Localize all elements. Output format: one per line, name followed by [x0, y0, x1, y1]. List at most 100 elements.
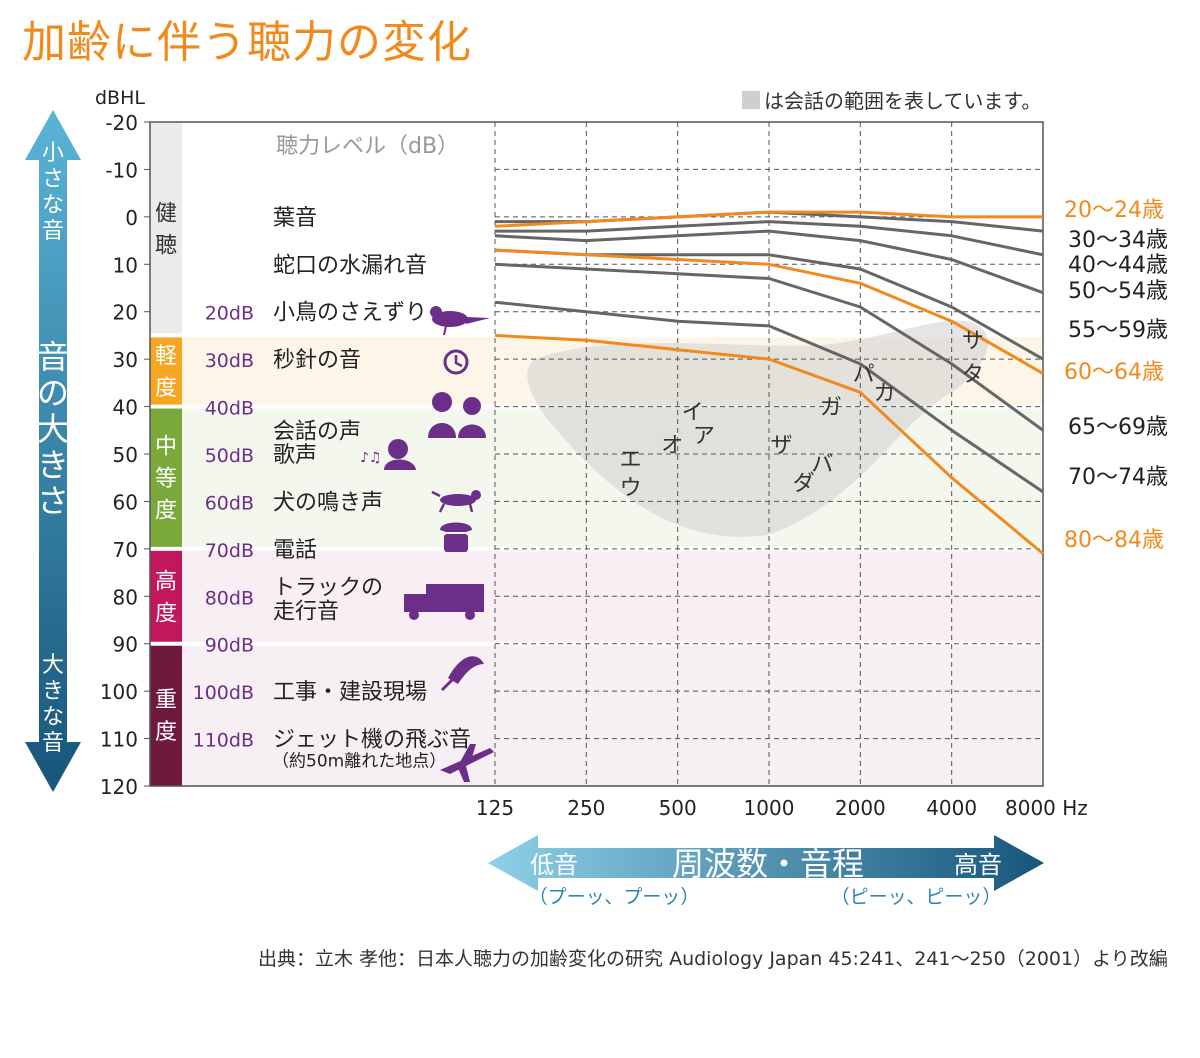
- category-bar: [150, 548, 182, 644]
- category-label: 健: [155, 202, 177, 227]
- drill-icon: [440, 656, 484, 692]
- source-citation: 出典：立木 孝他：日本人聴力の加齢変化の研究 Audiology Japan 4…: [258, 948, 1168, 970]
- series-line: [495, 220, 1044, 257]
- speech-range-note: は会話の範囲を表しています。: [764, 89, 1041, 113]
- category-label: 度: [155, 376, 177, 401]
- category-bar: [150, 643, 182, 786]
- arrow-label-loud: な: [42, 705, 64, 730]
- example-label: （約50m離れた地点）: [272, 751, 446, 771]
- example-label: 走行音: [273, 599, 339, 624]
- arrow-sub-low: （プーッ、プーッ）: [529, 886, 700, 908]
- example-label: 小鳥のさえずり: [273, 301, 427, 326]
- series-line: [494, 300, 1044, 494]
- category-label: 重: [155, 688, 177, 713]
- phoneme-label: ア: [693, 424, 715, 449]
- series-label: 55〜59歳: [1068, 318, 1168, 343]
- example-label: 会話の声: [273, 419, 361, 444]
- x-tick-label: 1000: [744, 796, 795, 820]
- arrow-label-loud: き: [42, 679, 64, 704]
- y-tick-label: 40: [113, 396, 138, 420]
- music-note-icon: ♪♫: [360, 450, 382, 466]
- category-bar: [150, 122, 182, 336]
- arrow-label-quiet: 音: [42, 219, 64, 244]
- db-label: 20dB: [205, 303, 254, 325]
- category-bar: [150, 335, 182, 407]
- bird-icon: [430, 306, 490, 336]
- series-label: 40〜44歳: [1068, 253, 1168, 278]
- y-tick-label: 80: [113, 585, 138, 609]
- series-label: 30〜34歳: [1068, 228, 1168, 253]
- arrow-label-loud: 音: [42, 731, 64, 756]
- arrow-label-low: 低音: [530, 851, 578, 879]
- y-tick-label: -20: [105, 111, 138, 135]
- y-tick-label: 60: [113, 490, 138, 514]
- series-line: [494, 248, 1044, 375]
- y-axis-unit: dBHL: [95, 87, 145, 109]
- example-label: 電話: [273, 538, 317, 563]
- db-label: 70dB: [205, 540, 254, 562]
- y-tick-label: 10: [113, 253, 138, 277]
- arrow-label-volume: の: [37, 374, 69, 412]
- x-tick-label: 8000 Hz: [1005, 796, 1088, 820]
- chart-title: 加齢に伴う聴力の変化: [22, 17, 472, 68]
- y-tick-label: 0: [125, 206, 138, 230]
- airplane-icon: [440, 744, 494, 782]
- example-label: 歌声: [273, 443, 317, 468]
- series-line: [494, 210, 1043, 228]
- db-label: 90dB: [205, 635, 254, 657]
- phoneme-label: イ: [682, 400, 704, 425]
- phoneme-label: ウ: [620, 476, 642, 501]
- band-bg: [182, 643, 1043, 786]
- axis-note: 聴力レベル（dB）: [276, 134, 459, 159]
- category-label: 度: [155, 601, 177, 626]
- series-label: 80〜84歳: [1064, 528, 1164, 553]
- singer-icon: ♪♫: [360, 439, 416, 470]
- db-label: 110dB: [193, 730, 254, 752]
- x-tick-label: 4000: [926, 796, 977, 820]
- arrow-label-volume: さ: [37, 482, 69, 520]
- series-label: 65〜69歳: [1068, 415, 1168, 440]
- arrow-label-quiet: さ: [42, 167, 64, 192]
- phoneme-label: ガ: [820, 396, 842, 421]
- phoneme-label: パ: [853, 362, 875, 387]
- x-tick-label: 250: [567, 796, 605, 820]
- frequency-arrow: [488, 835, 1044, 891]
- db-label: 40dB: [205, 398, 254, 420]
- category-label: 度: [155, 720, 177, 745]
- example-label: ジェット機の飛ぶ音: [273, 728, 471, 753]
- y-tick-label: 20: [113, 301, 138, 325]
- db-label: 80dB: [205, 587, 254, 609]
- category-label: 聴: [155, 234, 177, 259]
- example-label: 犬の鳴き声: [273, 490, 383, 515]
- db-label: 60dB: [205, 492, 254, 514]
- series-line: [494, 229, 1044, 295]
- db-label: 30dB: [205, 350, 254, 372]
- series-line: [494, 262, 1044, 432]
- arrow-label-volume: き: [37, 446, 69, 484]
- phoneme-label: カ: [873, 381, 895, 406]
- arrow-sub-high: （ピーッ、ピーッ）: [831, 886, 1002, 908]
- speech-range-swatch: [742, 91, 760, 109]
- series-line: [494, 333, 1044, 555]
- category-label: 軽: [155, 344, 177, 369]
- example-label: 蛇口の水漏れ音: [273, 253, 427, 278]
- y-tick-label: 100: [100, 680, 138, 704]
- arrow-label-frequency: 周波数・音程: [672, 845, 864, 883]
- people-talking-icon: [428, 392, 486, 438]
- arrow-label-loud: 大: [42, 653, 64, 678]
- arrow-label-volume: 大: [37, 410, 69, 448]
- category-label: 等: [155, 467, 177, 492]
- phoneme-label: ザ: [771, 434, 793, 459]
- db-label: 100dB: [193, 682, 254, 704]
- db-label: 50dB: [205, 445, 254, 467]
- category-bar: [150, 406, 182, 549]
- series-label: 20〜24歳: [1064, 198, 1164, 223]
- y-tick-label: 50: [113, 443, 138, 467]
- series-label: 70〜74歳: [1068, 465, 1168, 490]
- dog-icon: [431, 490, 481, 513]
- category-label: 度: [155, 499, 177, 524]
- telephone-icon: [440, 522, 472, 552]
- volume-arrow: [25, 110, 81, 792]
- x-tick-label: 2000: [835, 796, 886, 820]
